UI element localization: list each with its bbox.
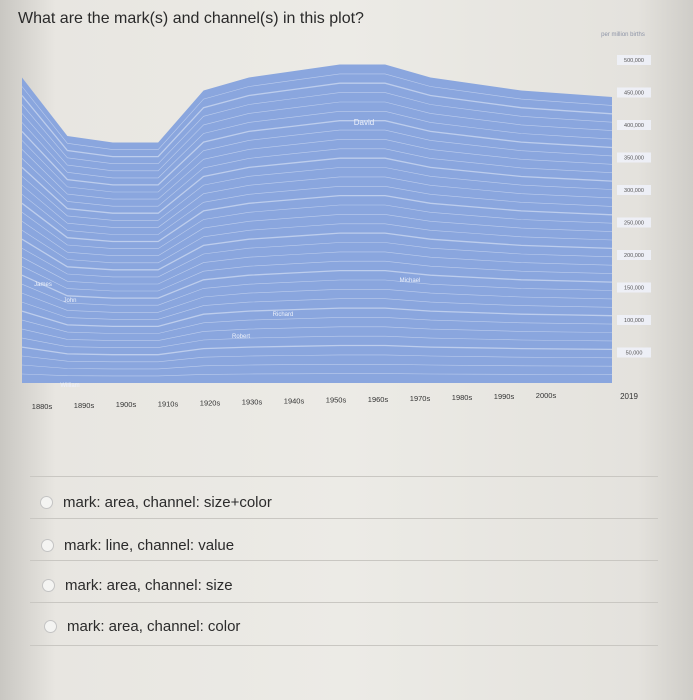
stream-band-line (21, 167, 613, 221)
x-tick-label: 1980s (452, 393, 473, 402)
divider (30, 518, 658, 519)
legend-unit-label: per million births (601, 32, 645, 38)
y-tick-box (617, 250, 651, 260)
stream-band-line (21, 223, 613, 264)
stream-band-line (21, 120, 613, 186)
stream-band-line (21, 176, 613, 228)
x-tick-label: 1900s (116, 400, 137, 409)
stream-band-line (21, 326, 613, 341)
radio-icon[interactable] (41, 539, 54, 552)
option-area-size-color[interactable]: mark: area, channel: size+color (40, 494, 272, 511)
y-tick-box (617, 315, 651, 325)
streamgraph-chart: per million births David Michael James John… (21, 32, 651, 411)
y-tick-box (617, 87, 651, 98)
option-label: mark: area, channel: color (67, 618, 241, 635)
y-tick-label: 250,000 (624, 221, 644, 227)
y-tick-box (617, 347, 651, 358)
question-text: What are the mark(s) and channel(s) in t… (18, 10, 364, 27)
y-tick-box (617, 120, 651, 130)
option-label: mark: area, channel: size (65, 577, 233, 594)
stream-band-line (21, 92, 613, 164)
y-tick-label: 150,000 (624, 286, 644, 292)
option-label: mark: line, channel: value (64, 537, 235, 554)
name-label: Robert (232, 334, 250, 340)
stream-band-line (21, 148, 613, 207)
x-tick-label: 1910s (158, 399, 179, 408)
stream-band-line (21, 214, 613, 256)
y-tick-label: 400,000 (624, 123, 644, 129)
name-label: Michael (400, 278, 421, 284)
stream-band-line (21, 260, 613, 292)
x-tick-label: 1970s (410, 394, 431, 403)
stream-band-line (21, 139, 613, 200)
radio-icon[interactable] (40, 496, 53, 509)
stream-band-line (21, 232, 613, 271)
stream-band-line (21, 364, 613, 370)
stream-band-line (21, 373, 613, 377)
name-label: William (60, 383, 79, 389)
y-tick-label: 200,000 (624, 253, 644, 259)
y-tick-box (617, 185, 651, 195)
stream-band-line (21, 129, 613, 193)
x-tick-label: 1960s (368, 395, 389, 404)
divider (30, 602, 658, 603)
y-tick-box (617, 282, 651, 293)
y-tick-box (617, 55, 651, 65)
y-tick-label: 350,000 (624, 156, 644, 162)
option-area-color[interactable]: mark: area, channel: color (44, 618, 240, 635)
stream-band-line (21, 317, 613, 334)
divider (30, 476, 658, 477)
y-tick-label: 450,000 (624, 91, 644, 97)
name-label: Richard (273, 312, 294, 318)
divider (30, 645, 658, 646)
stream-band-line (21, 101, 613, 172)
option-label: mark: area, channel: size+color (63, 494, 272, 511)
stream-band-line (21, 82, 613, 158)
divider (30, 560, 658, 561)
y-tick-label: 50,000 (626, 351, 643, 357)
radio-icon[interactable] (42, 579, 55, 592)
x-tick-label: 1920s (200, 398, 221, 407)
option-area-size[interactable]: mark: area, channel: size (42, 577, 233, 594)
stream-band-line (21, 298, 613, 320)
radio-icon[interactable] (44, 620, 57, 633)
x-tick-label: 1990s (494, 392, 515, 401)
stream-band-line (21, 279, 613, 306)
stream-band-line (21, 157, 613, 214)
x-tick-label: 1940s (284, 397, 305, 406)
stream-band-line (21, 186, 613, 235)
y-tick-label: 300,000 (624, 188, 644, 194)
x-tick-label: 1930s (242, 398, 263, 407)
stream-band-line (21, 289, 613, 313)
stream-band-line (21, 194, 613, 243)
name-label: David (354, 118, 374, 127)
stream-band-line (21, 354, 613, 363)
x-tick-label: 2000s (536, 391, 557, 400)
name-label: John (63, 298, 76, 304)
end-year-label: 2019 (620, 392, 638, 401)
option-line-value[interactable]: mark: line, channel: value (41, 537, 234, 554)
name-label: James (34, 282, 52, 288)
y-tick-label: 100,000 (624, 318, 644, 324)
stream-band-line (21, 335, 613, 348)
x-tick-label: 1950s (326, 396, 347, 405)
stream-area (22, 64, 612, 383)
y-tick-box (617, 152, 651, 163)
stream-band-line (21, 111, 613, 179)
y-tick-label: 500,000 (624, 58, 644, 64)
x-tick-label: 1880s (32, 402, 53, 411)
stream-band-line (21, 242, 613, 278)
x-tick-label: 1890s (74, 401, 95, 410)
stream-band-line (21, 307, 613, 328)
stream-band-line (21, 344, 613, 356)
stream-band-line (21, 204, 613, 249)
stream-band-line (21, 73, 613, 150)
stream-band-line (21, 251, 613, 285)
stream-band-line (21, 269, 613, 299)
y-tick-box (617, 217, 651, 228)
